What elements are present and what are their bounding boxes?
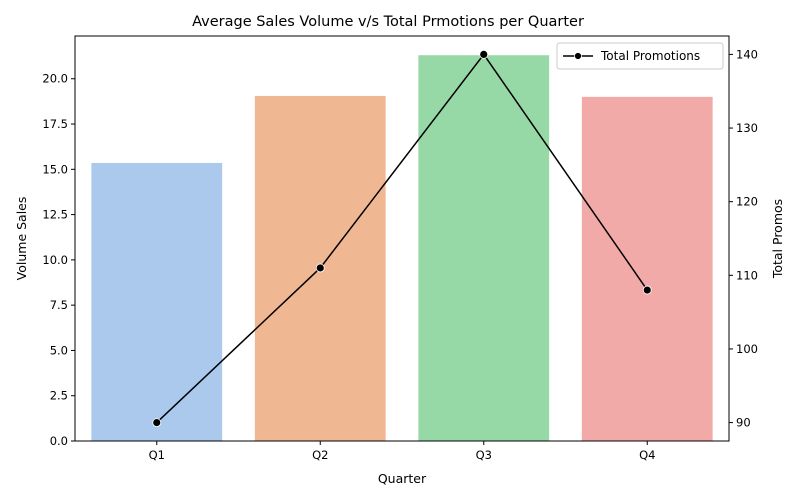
bars-group [91, 55, 713, 442]
left-tick-label: 20.0 [42, 72, 68, 86]
right-tick-label: 100 [736, 342, 758, 356]
left-tick-label: 10.0 [42, 253, 68, 267]
x-tick-label-q3: Q3 [476, 448, 492, 462]
x-axis-label: Quarter [378, 471, 427, 486]
right-tick-label: 110 [736, 268, 758, 282]
chart-title: Average Sales Volume v/s Total Prmotions… [192, 14, 584, 30]
legend-box [556, 42, 724, 70]
promotions-point-q1 [152, 418, 162, 427]
promotions-point-q3 [479, 50, 489, 59]
legend-entry-total-promotions: Total Promotions [600, 49, 700, 63]
x-tick-label-q2: Q2 [312, 448, 328, 462]
left-tick-label: 15.0 [42, 162, 68, 176]
legend: Total Promotions [556, 42, 724, 70]
x-tick-label-q1: Q1 [149, 448, 165, 462]
promotions-point-q2 [315, 263, 325, 273]
promotions-point-q4 [642, 285, 652, 295]
left-tick-label: 17.5 [42, 117, 68, 131]
x-axis: Q1 Q2 Q3 Q4 [149, 441, 655, 462]
bar-q4 [581, 96, 713, 441]
bar-q3 [418, 55, 550, 441]
left-tick-label: 0.0 [50, 434, 68, 448]
bar-q1 [91, 162, 223, 441]
left-y-axis: 0.0 2.5 5.0 7.5 10.0 12.5 15.0 17.5 20.0 [42, 72, 75, 448]
right-tick-label: 140 [736, 47, 758, 61]
left-y-axis-label: Volume Sales [14, 197, 29, 281]
right-tick-label: 90 [736, 416, 751, 430]
right-y-axis-label: Total Promos [770, 199, 785, 279]
right-tick-label: 130 [736, 121, 758, 135]
x-tick-label-q4: Q4 [639, 448, 655, 462]
promotions-line [156, 53, 648, 424]
left-tick-label: 5.0 [50, 343, 68, 357]
right-y-axis: 90 100 110 120 130 140 [729, 47, 758, 430]
promotions-line-group [152, 50, 652, 427]
left-tick-label: 2.5 [50, 389, 68, 403]
left-tick-label: 12.5 [42, 208, 68, 222]
right-tick-label: 120 [736, 195, 758, 209]
plot-frame [74, 35, 730, 442]
legend-marker-swatch [574, 52, 582, 60]
left-tick-label: 7.5 [50, 298, 68, 312]
